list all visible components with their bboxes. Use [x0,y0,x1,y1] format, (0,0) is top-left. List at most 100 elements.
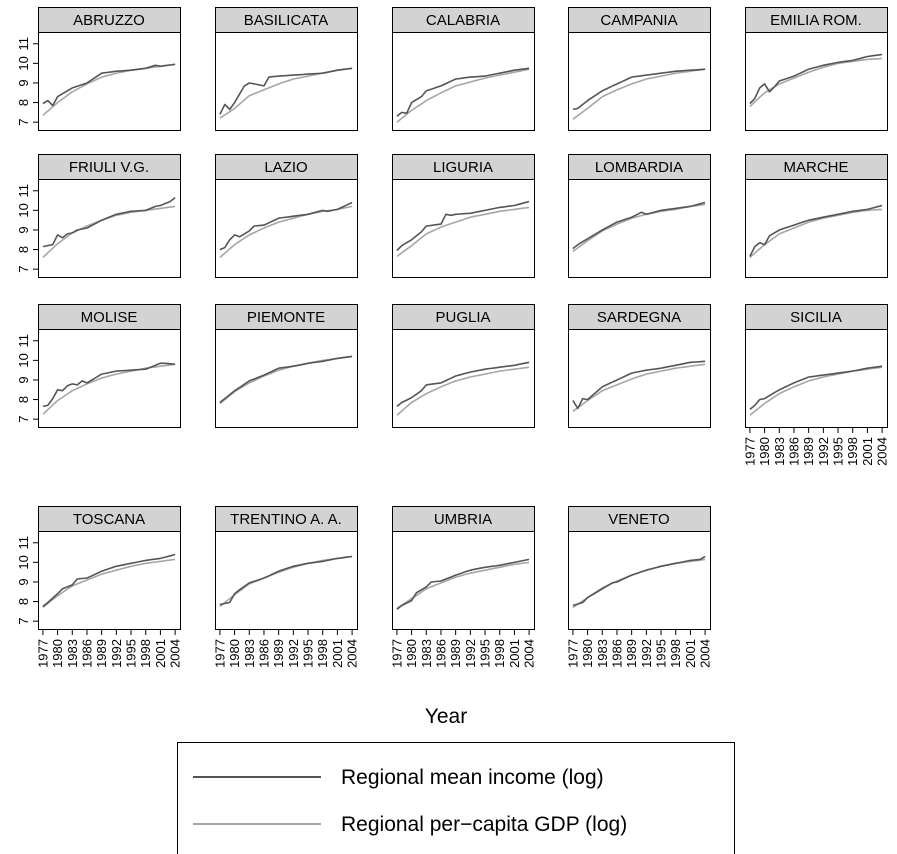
panel-title: PIEMONTE [247,309,325,326]
x-tick-label: 1986 [79,639,94,668]
panel-frame [745,32,888,131]
series-line-mean-income [749,53,883,105]
panel-strip [568,154,711,180]
x-tick-label: 2004 [345,639,360,668]
panel-trentino-a-a: TRENTINO A. A.1977 1980 1983 1986 1989 1992 19… [212,506,360,668]
y-tick-label: 8 [16,598,31,605]
y-tick-label: 9 [16,79,31,86]
panel-strip [38,304,181,330]
x-tick-label: 1977 [212,639,227,668]
panel-frame [215,329,358,428]
panel-title: MARCHE [783,159,848,176]
panel-strip [392,304,535,330]
series-line-mean-income [42,362,176,408]
panel-frame [392,531,535,630]
panel-title: FRIULI V.G. [69,159,149,176]
x-tick-label: 1983 [595,639,610,668]
y-tick-label: 11 [16,37,31,51]
series-line-per-capita-gdp [396,561,530,610]
series-line-per-capita-gdp [749,208,883,259]
panel-calabria: CALABRIA [392,7,535,131]
panel-title: TRENTINO A. A. [230,511,342,528]
series-line-mean-income [749,204,883,257]
series-line-per-capita-gdp [396,366,530,416]
x-tick-label: 2001 [153,639,168,668]
x-tick-label: 1980 [50,639,65,668]
panel-strip [568,304,711,330]
series-line-per-capita-gdp [219,355,353,405]
x-tick-label: 1983 [772,437,787,466]
x-tick-label: 2001 [860,437,875,466]
panel-title: SARDEGNA [597,309,681,326]
panel-title: UMBRIA [434,511,492,528]
series-line-per-capita-gdp [42,558,176,609]
panel-frame [745,179,888,278]
x-tick-label: 1992 [816,437,831,466]
panel-frame [568,179,711,278]
series-line-mean-income [396,200,530,252]
series-line-per-capita-gdp [749,57,883,108]
x-tick-label: 1977 [565,639,580,668]
y-tick-label: 9 [16,376,31,383]
series-line-mean-income [219,201,353,251]
panel-molise: MOLISE 7 8 9 10 11 [16,304,181,428]
y-tick-label: 10 [16,203,31,217]
panel-puglia: PUGLIA [392,304,535,428]
x-tick-label: 1998 [668,639,683,668]
series-line-per-capita-gdp [219,205,353,259]
x-tick-label: 1986 [609,639,624,668]
panel-frame [568,329,711,428]
x-tick-label: 1977 [742,437,757,466]
panel-title: MOLISE [81,309,138,326]
panel-strip [215,7,358,33]
series-line-mean-income [219,555,353,606]
panel-sardegna: SARDEGNA [568,304,711,428]
y-tick-label: 10 [16,555,31,569]
panel-title: BASILICATA [244,12,328,29]
panel-strip [745,7,888,33]
panel-title: EMILIA ROM. [770,12,862,29]
legend: Regional mean income (log) Regional per−… [177,742,735,854]
y-tick-label: 11 [16,536,31,550]
x-tick-label: 1989 [271,639,286,668]
series-line-mean-income [572,555,706,607]
x-tick-label: 1995 [831,437,846,466]
x-tick-label: 1995 [478,639,493,668]
legend-label-per-capita-gdp: Regional per−capita GDP (log) [341,813,627,836]
series-line-mean-income [572,360,706,410]
x-axis-title: Year [425,705,467,728]
series-line-per-capita-gdp [396,206,530,258]
panel-strip [568,7,711,33]
panel-emilia-rom: EMILIA ROM. [745,7,888,131]
panel-lombardia: LOMBARDIA [568,154,711,278]
panel-frame [215,531,358,630]
panel-strip [215,304,358,330]
series-line-mean-income [219,355,353,404]
y-tick-label: 8 [16,396,31,403]
y-tick-label: 9 [16,578,31,585]
panel-strip [215,506,358,532]
x-tick-label: 1980 [757,437,772,466]
panel-title: SICILIA [790,309,842,326]
x-tick-label: 1983 [419,639,434,668]
series-line-mean-income [42,63,176,107]
x-tick-label: 2004 [875,437,890,466]
panel-strip [568,506,711,532]
series-line-per-capita-gdp [396,68,530,123]
x-tick-label: 1986 [433,639,448,668]
y-tick-label: 11 [16,334,31,348]
series-line-mean-income [396,361,530,408]
series-line-per-capita-gdp [42,205,176,258]
panel-frame [215,179,358,278]
y-tick-label: 7 [16,618,31,625]
x-tick-label: 2001 [507,639,522,668]
panel-basilicata: BASILICATA [215,7,358,131]
panel-lazio: LAZIO [215,154,358,278]
series-line-per-capita-gdp [219,555,353,608]
x-tick-label: 1989 [624,639,639,668]
